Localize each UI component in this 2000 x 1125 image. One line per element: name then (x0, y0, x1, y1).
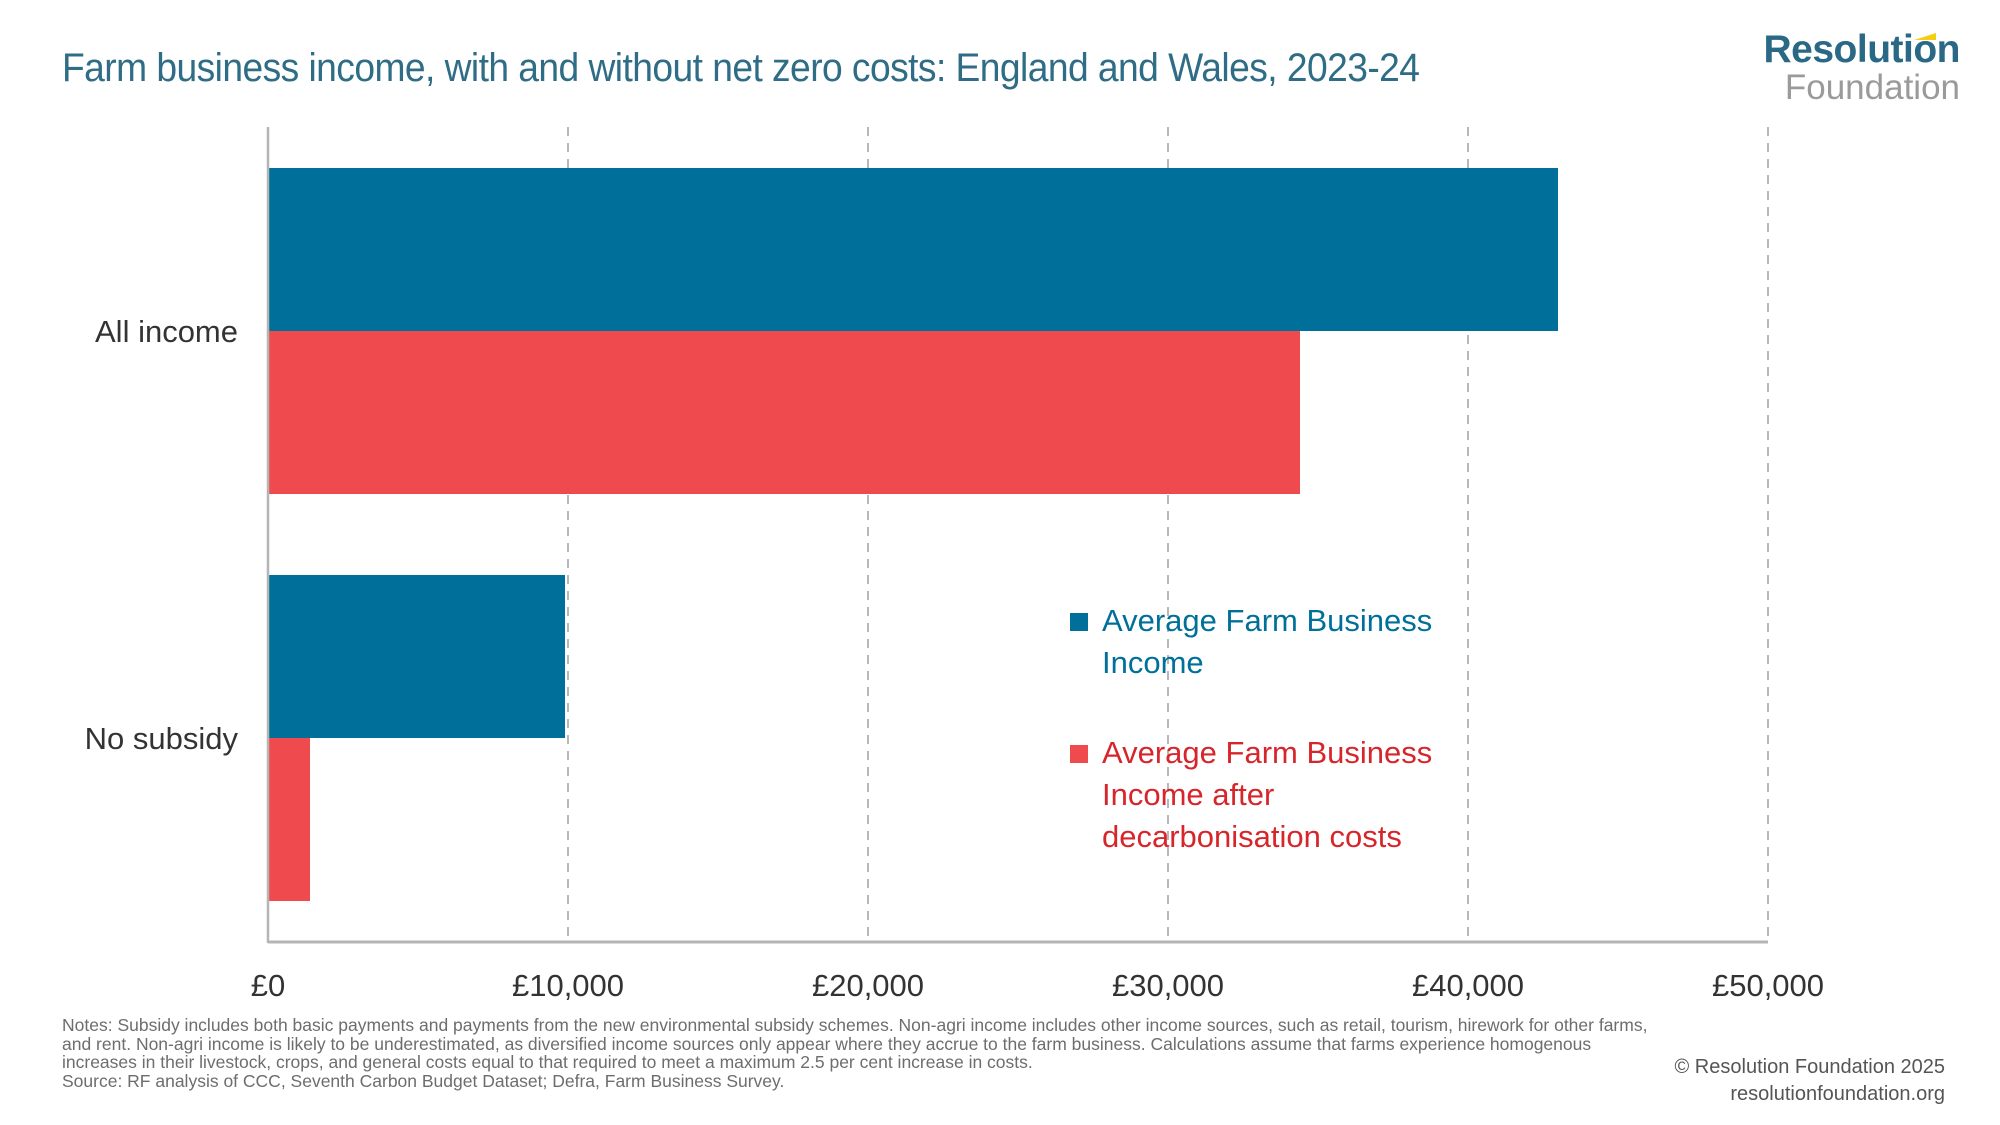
website-link[interactable]: resolutionfoundation.org (1730, 1083, 1945, 1105)
legend-item-income: Average Farm Business Income (1070, 600, 1482, 684)
category-label: No subsidy (85, 721, 239, 756)
notes-text: Notes: Subsidy includes both basic payme… (62, 1015, 1648, 1072)
category-labels: All income No subsidy (85, 314, 239, 756)
x-tick-label: £0 (251, 968, 285, 1003)
bar-after-costs (268, 331, 1300, 494)
logo-wordmark-bottom: Foundation (1784, 68, 1960, 107)
category-label: All income (95, 314, 238, 349)
legend-item-after-costs: Average Farm Business Income after decar… (1070, 732, 1482, 858)
x-tick-label: £40,000 (1412, 968, 1524, 1003)
x-tick-label: £20,000 (812, 968, 924, 1003)
axes (266, 127, 1768, 944)
bars (268, 168, 1558, 901)
x-tick-labels: £0 £10,000 £20,000 £30,000 £40,000 £50,000 (251, 968, 1824, 1003)
legend-marker-income (1070, 613, 1088, 631)
legend-label-after-costs: Average Farm Business Income after decar… (1102, 735, 1433, 854)
legend-label-income: Average Farm Business Income (1102, 603, 1433, 680)
source-text: Source: RF analysis of CCC, Seventh Carb… (62, 1070, 785, 1091)
x-tick-label: £10,000 (512, 968, 624, 1003)
chart-title: Farm business income, with and without n… (62, 46, 1420, 90)
resolution-foundation-logo: Resolution Foundation (1764, 30, 1961, 106)
bar-income (268, 575, 565, 738)
copyright: © Resolution Foundation 2025 resolutionf… (1675, 1054, 1945, 1108)
logo-wordmark-top: Resolution (1764, 30, 1961, 70)
copyright-line: © Resolution Foundation 2025 (1674, 1056, 1945, 1078)
x-tick-label: £30,000 (1112, 968, 1224, 1003)
bar-income (268, 168, 1558, 331)
legend-marker-after-costs (1070, 745, 1088, 763)
bar-after-costs (268, 738, 310, 901)
logo-accent-icon (1914, 33, 1936, 40)
chart-notes: Notes: Subsidy includes both basic payme… (62, 1016, 1662, 1090)
x-tick-label: £50,000 (1712, 968, 1824, 1003)
